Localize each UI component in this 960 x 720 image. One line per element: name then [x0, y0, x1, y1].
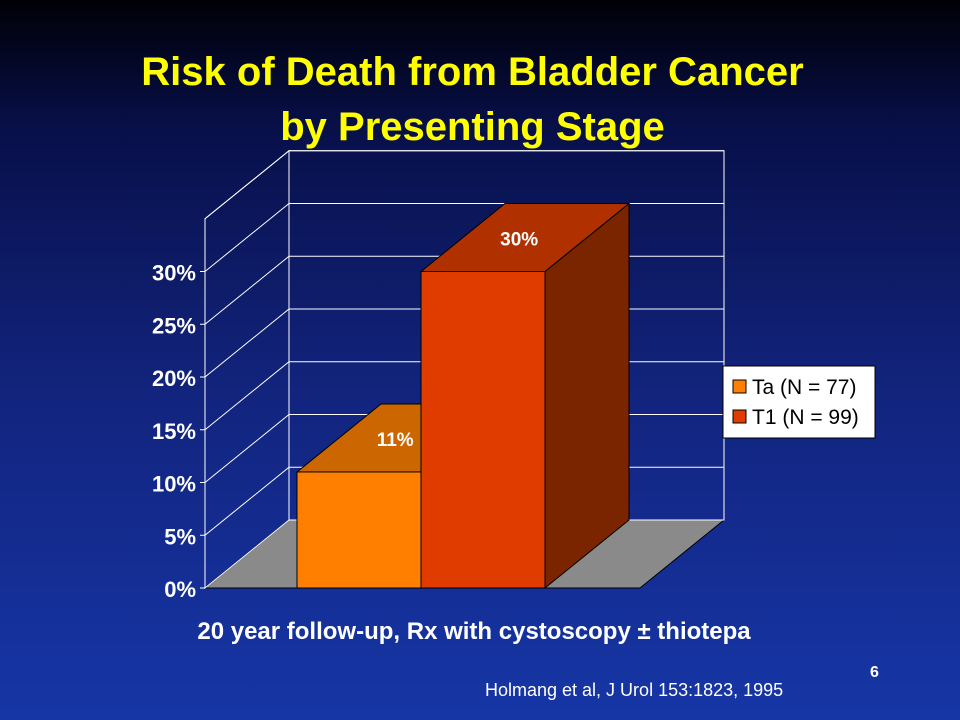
legend-entry: T1 (N = 99) — [752, 406, 859, 429]
slide-title-line2: by Presenting Stage — [280, 105, 665, 149]
chart-side-wall — [204, 149, 290, 590]
y-tick-label: 15% — [152, 419, 196, 444]
bar-front — [296, 471, 422, 589]
y-tick-label: 0% — [164, 577, 196, 602]
gridline — [204, 150, 724, 220]
y-tick-label: 25% — [152, 313, 196, 338]
data-label: 11% — [377, 430, 414, 451]
y-tick-label: 5% — [164, 524, 196, 549]
legend-box — [722, 365, 876, 439]
citation-source: Holmang et al, J Urol 153:1823, 1995 — [485, 680, 784, 700]
chart-caption: 20 year follow-up, Rx with cystoscopy ± … — [197, 618, 751, 645]
bar-2 — [419, 202, 631, 590]
legend-entry: Ta (N = 77) — [752, 376, 856, 399]
slide-title-line1: Risk of Death from Bladder Cancer — [141, 50, 804, 94]
y-tick-label: 20% — [152, 366, 196, 391]
y-tick-label: 10% — [152, 472, 196, 497]
legend-swatch — [732, 379, 747, 394]
legend-swatch — [732, 409, 747, 424]
page-number: 6 — [870, 664, 879, 681]
y-tick-label: 30% — [152, 261, 196, 286]
bar-front — [420, 271, 546, 589]
data-label: 30% — [500, 230, 538, 251]
